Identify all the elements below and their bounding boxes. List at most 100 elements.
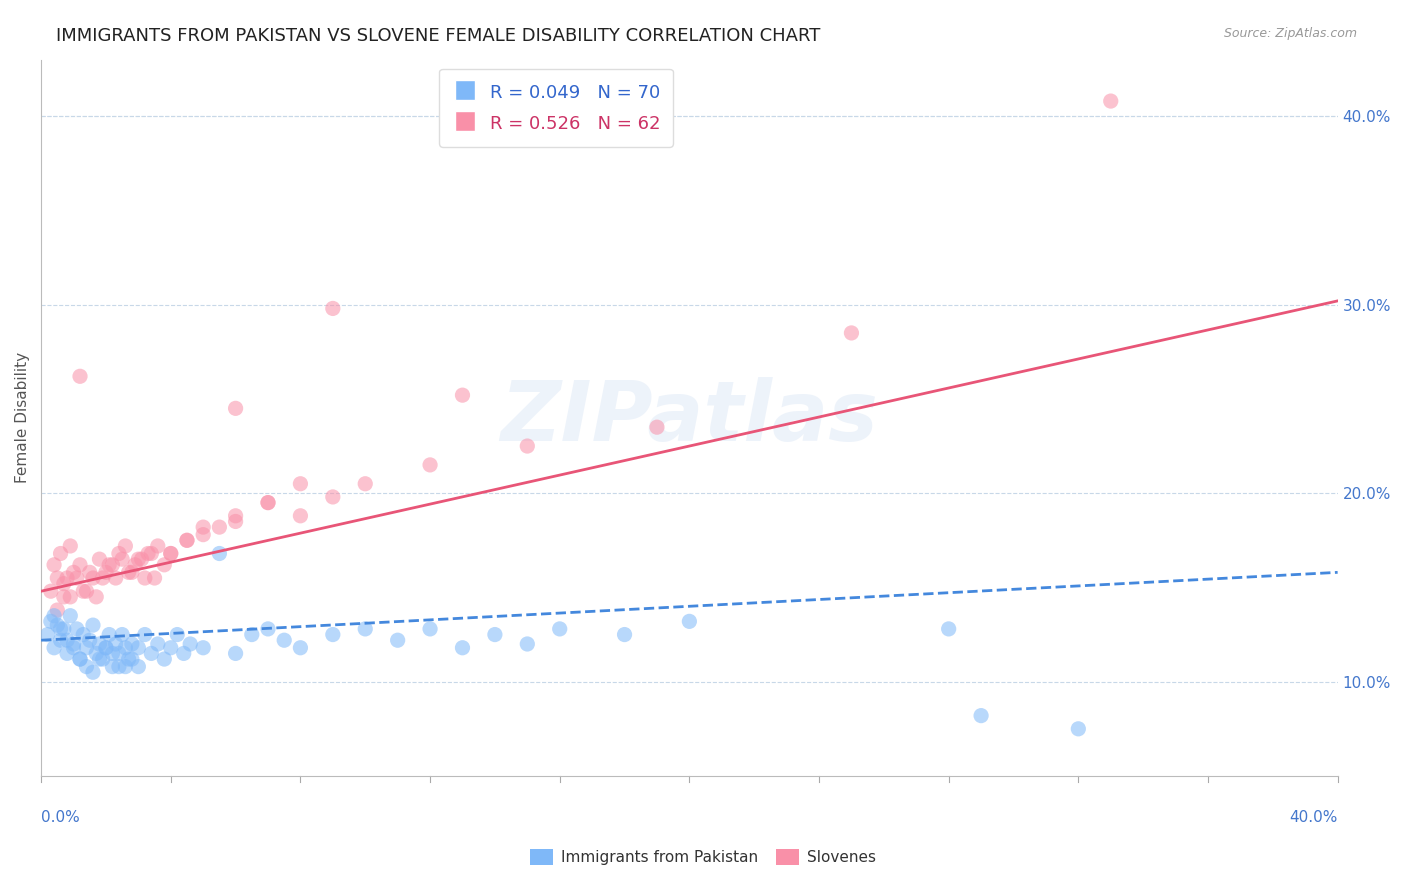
Point xyxy=(419,458,441,472)
Point xyxy=(290,640,312,655)
Point xyxy=(46,603,69,617)
Point xyxy=(322,490,344,504)
Point xyxy=(98,558,121,572)
Point xyxy=(52,590,75,604)
Point xyxy=(225,647,247,661)
Point xyxy=(516,637,538,651)
Point xyxy=(193,640,215,655)
Point xyxy=(46,618,69,632)
Point xyxy=(1067,722,1090,736)
Point xyxy=(678,615,700,629)
Point xyxy=(121,637,143,651)
Point xyxy=(613,627,636,641)
Legend: Immigrants from Pakistan, Slovenes: Immigrants from Pakistan, Slovenes xyxy=(524,843,882,871)
Point xyxy=(354,622,377,636)
Point xyxy=(79,566,101,580)
Text: ZIPatlas: ZIPatlas xyxy=(501,377,879,458)
Point xyxy=(72,627,94,641)
Point xyxy=(176,533,198,548)
Point xyxy=(179,637,201,651)
Y-axis label: Female Disability: Female Disability xyxy=(15,352,30,483)
Point xyxy=(84,590,107,604)
Point xyxy=(89,652,111,666)
Point xyxy=(46,571,69,585)
Point xyxy=(69,558,91,572)
Point xyxy=(114,640,136,655)
Point xyxy=(322,627,344,641)
Point xyxy=(146,637,169,651)
Point xyxy=(257,495,280,509)
Point xyxy=(159,547,181,561)
Point xyxy=(66,571,89,585)
Point xyxy=(101,647,124,661)
Point xyxy=(127,552,149,566)
Point xyxy=(153,558,176,572)
Point xyxy=(257,495,280,509)
Point xyxy=(108,659,131,673)
Point xyxy=(76,659,98,673)
Point xyxy=(938,622,960,636)
Point xyxy=(52,622,75,636)
Point xyxy=(101,659,124,673)
Point xyxy=(354,476,377,491)
Point xyxy=(37,627,59,641)
Point xyxy=(173,647,195,661)
Point xyxy=(290,508,312,523)
Point xyxy=(114,539,136,553)
Point xyxy=(387,633,409,648)
Point xyxy=(56,571,79,585)
Point xyxy=(42,608,65,623)
Point xyxy=(121,566,143,580)
Point xyxy=(62,637,84,651)
Point xyxy=(134,627,156,641)
Point xyxy=(117,652,139,666)
Point xyxy=(166,627,188,641)
Point xyxy=(108,547,131,561)
Point xyxy=(1099,94,1122,108)
Point xyxy=(91,571,114,585)
Point xyxy=(117,566,139,580)
Point xyxy=(82,665,104,680)
Point xyxy=(76,640,98,655)
Point xyxy=(66,622,89,636)
Point xyxy=(645,420,668,434)
Point xyxy=(49,547,72,561)
Text: Source: ZipAtlas.com: Source: ZipAtlas.com xyxy=(1223,27,1357,40)
Point xyxy=(451,388,474,402)
Point xyxy=(62,640,84,655)
Point xyxy=(159,547,181,561)
Point xyxy=(208,520,231,534)
Point xyxy=(76,584,98,599)
Point xyxy=(225,401,247,416)
Point xyxy=(240,627,263,641)
Point xyxy=(89,637,111,651)
Point xyxy=(52,576,75,591)
Point xyxy=(91,652,114,666)
Point xyxy=(159,640,181,655)
Point xyxy=(72,584,94,599)
Point xyxy=(516,439,538,453)
Point xyxy=(136,547,159,561)
Point xyxy=(101,558,124,572)
Point xyxy=(225,515,247,529)
Point xyxy=(94,640,117,655)
Point xyxy=(146,539,169,553)
Point xyxy=(39,584,62,599)
Point xyxy=(131,552,153,566)
Point xyxy=(108,647,131,661)
Point xyxy=(290,476,312,491)
Text: 40.0%: 40.0% xyxy=(1289,810,1337,825)
Point xyxy=(134,571,156,585)
Point xyxy=(79,633,101,648)
Point xyxy=(111,552,134,566)
Point xyxy=(104,571,127,585)
Point xyxy=(114,659,136,673)
Point xyxy=(193,527,215,541)
Point xyxy=(56,647,79,661)
Legend: R = 0.049   N = 70, R = 0.526   N = 62: R = 0.049 N = 70, R = 0.526 N = 62 xyxy=(439,69,673,147)
Point xyxy=(84,647,107,661)
Point xyxy=(59,539,82,553)
Point xyxy=(124,558,146,572)
Point xyxy=(69,652,91,666)
Point xyxy=(94,566,117,580)
